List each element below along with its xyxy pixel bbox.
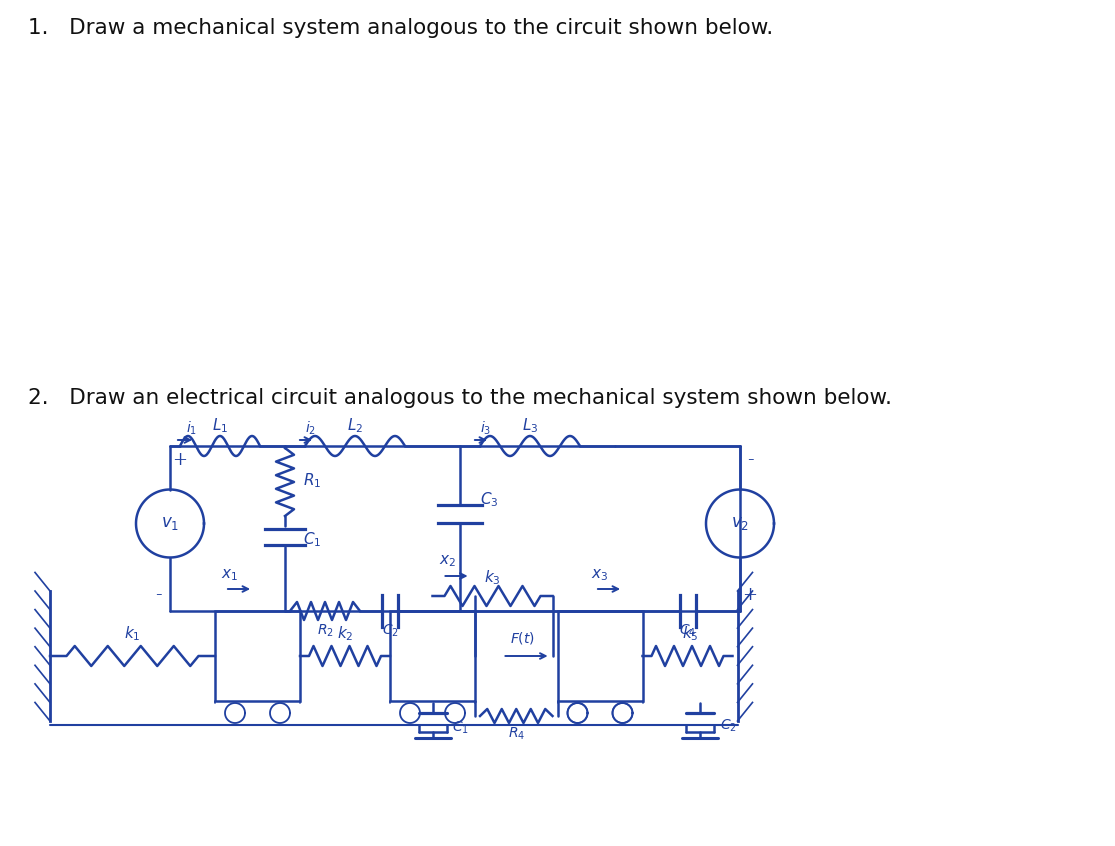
Text: $k_3$: $k_3$ bbox=[484, 569, 501, 587]
Text: +: + bbox=[173, 451, 187, 469]
Text: $F(t)$: $F(t)$ bbox=[510, 630, 535, 646]
Text: 1.   Draw a mechanical system analogous to the circuit shown below.: 1. Draw a mechanical system analogous to… bbox=[28, 18, 773, 38]
Text: $x_3$: $x_3$ bbox=[591, 567, 609, 583]
Bar bbox=[558, 611, 642, 701]
Text: $x_1$: $x_1$ bbox=[222, 567, 239, 583]
Text: $i_3$: $i_3$ bbox=[481, 420, 492, 437]
Text: -: - bbox=[155, 586, 162, 604]
Text: $L_1$: $L_1$ bbox=[212, 416, 229, 436]
Text: $R_4$: $R_4$ bbox=[507, 726, 525, 742]
Text: $i_1$: $i_1$ bbox=[186, 420, 197, 437]
Text: $v_2$: $v_2$ bbox=[731, 515, 749, 532]
Text: $v_1$: $v_1$ bbox=[161, 515, 180, 532]
Text: $R_1$: $R_1$ bbox=[303, 472, 321, 491]
Text: $C_1$: $C_1$ bbox=[453, 720, 469, 736]
Text: 2.   Draw an electrical circuit analogous to the mechanical system shown below.: 2. Draw an electrical circuit analogous … bbox=[28, 388, 892, 408]
Text: +: + bbox=[743, 586, 757, 604]
Text: $k_1$: $k_1$ bbox=[124, 624, 140, 643]
Text: $k_5$: $k_5$ bbox=[681, 624, 698, 643]
Text: $i_2$: $i_2$ bbox=[306, 420, 317, 437]
Text: $R_2$: $R_2$ bbox=[317, 623, 333, 640]
Text: $L_3$: $L_3$ bbox=[522, 416, 539, 436]
Text: $C_4$: $C_4$ bbox=[679, 623, 696, 640]
Text: $k_2$: $k_2$ bbox=[337, 624, 353, 643]
Text: $x_2$: $x_2$ bbox=[439, 553, 456, 569]
Bar bbox=[215, 611, 300, 701]
Text: $C_3$: $C_3$ bbox=[479, 490, 498, 508]
Text: $C_2$: $C_2$ bbox=[381, 623, 398, 640]
Text: $C_2$: $C_2$ bbox=[720, 717, 737, 734]
Text: $C_1$: $C_1$ bbox=[303, 530, 321, 549]
Text: -: - bbox=[747, 451, 754, 469]
Bar bbox=[390, 611, 475, 701]
Text: $L_2$: $L_2$ bbox=[347, 416, 363, 436]
